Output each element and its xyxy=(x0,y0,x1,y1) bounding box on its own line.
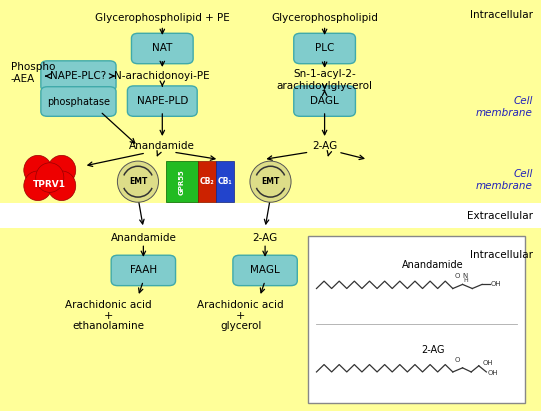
Text: Cell
membrane: Cell membrane xyxy=(476,169,533,191)
Bar xyxy=(0,158,541,203)
Text: EMT: EMT xyxy=(261,177,280,186)
Text: glycerol: glycerol xyxy=(220,321,261,330)
Text: N-arachidonoyi-PE: N-arachidonoyi-PE xyxy=(115,71,210,81)
Text: MAGL: MAGL xyxy=(250,266,280,275)
Ellipse shape xyxy=(117,161,159,202)
Bar xyxy=(0,0,541,158)
Text: Anandamide: Anandamide xyxy=(402,260,464,270)
Text: Sn-1-acyl-2-
arachidoylglycerol: Sn-1-acyl-2- arachidoylglycerol xyxy=(276,69,373,91)
Text: CB₂: CB₂ xyxy=(200,177,214,186)
Text: Anandamide: Anandamide xyxy=(129,141,195,151)
Text: Intracellular: Intracellular xyxy=(470,10,533,20)
Text: ethanolamine: ethanolamine xyxy=(72,321,144,330)
Bar xyxy=(0,203,541,228)
FancyBboxPatch shape xyxy=(128,86,197,116)
FancyBboxPatch shape xyxy=(198,161,216,202)
Text: Glycerophospholipid + PE: Glycerophospholipid + PE xyxy=(95,14,230,23)
FancyBboxPatch shape xyxy=(308,236,525,403)
Text: Anandamide: Anandamide xyxy=(110,233,176,243)
Text: +: + xyxy=(236,311,246,321)
Text: GPR55: GPR55 xyxy=(179,169,185,194)
Ellipse shape xyxy=(48,171,76,201)
Text: Phospho
-AEA: Phospho -AEA xyxy=(11,62,55,84)
FancyBboxPatch shape xyxy=(41,61,116,91)
Text: CB₁: CB₁ xyxy=(217,177,232,186)
Text: NAPE-PLC?: NAPE-PLC? xyxy=(50,71,107,81)
Text: H: H xyxy=(463,278,467,283)
FancyBboxPatch shape xyxy=(131,33,193,64)
Text: N: N xyxy=(463,273,468,279)
Text: O: O xyxy=(454,273,460,279)
Ellipse shape xyxy=(36,163,64,192)
Text: EMT: EMT xyxy=(129,177,147,186)
FancyBboxPatch shape xyxy=(166,161,198,202)
Text: Cell
membrane: Cell membrane xyxy=(476,96,533,118)
Text: NAPE-PLD: NAPE-PLD xyxy=(137,96,188,106)
Text: Glycerophospholipid: Glycerophospholipid xyxy=(271,14,378,23)
FancyBboxPatch shape xyxy=(41,87,116,116)
Text: Extracellular: Extracellular xyxy=(467,211,533,221)
Ellipse shape xyxy=(24,155,52,185)
Text: OH: OH xyxy=(491,282,502,287)
Text: 2-AG: 2-AG xyxy=(421,345,445,355)
Text: 2-AG: 2-AG xyxy=(312,141,337,151)
FancyBboxPatch shape xyxy=(233,255,298,286)
FancyBboxPatch shape xyxy=(294,33,355,64)
Text: 2-AG: 2-AG xyxy=(253,233,278,243)
Text: OH: OH xyxy=(487,370,498,376)
Text: NAT: NAT xyxy=(152,44,173,53)
Text: DAGL: DAGL xyxy=(310,96,339,106)
FancyBboxPatch shape xyxy=(111,255,175,286)
Ellipse shape xyxy=(250,161,291,202)
Text: OH: OH xyxy=(483,360,494,366)
FancyBboxPatch shape xyxy=(294,86,355,116)
Ellipse shape xyxy=(48,155,76,185)
Bar xyxy=(0,228,541,411)
FancyBboxPatch shape xyxy=(216,161,234,202)
Text: Arachidonic acid: Arachidonic acid xyxy=(65,300,151,310)
Ellipse shape xyxy=(24,171,52,201)
Text: Arachidonic acid: Arachidonic acid xyxy=(197,300,284,310)
Text: phosphatase: phosphatase xyxy=(47,97,110,106)
Text: FAAH: FAAH xyxy=(130,266,157,275)
Text: O: O xyxy=(454,357,460,363)
Text: TPRV1: TPRV1 xyxy=(34,180,66,189)
Text: PLC: PLC xyxy=(315,44,334,53)
Text: +: + xyxy=(103,311,113,321)
Text: Intracellular: Intracellular xyxy=(470,250,533,260)
